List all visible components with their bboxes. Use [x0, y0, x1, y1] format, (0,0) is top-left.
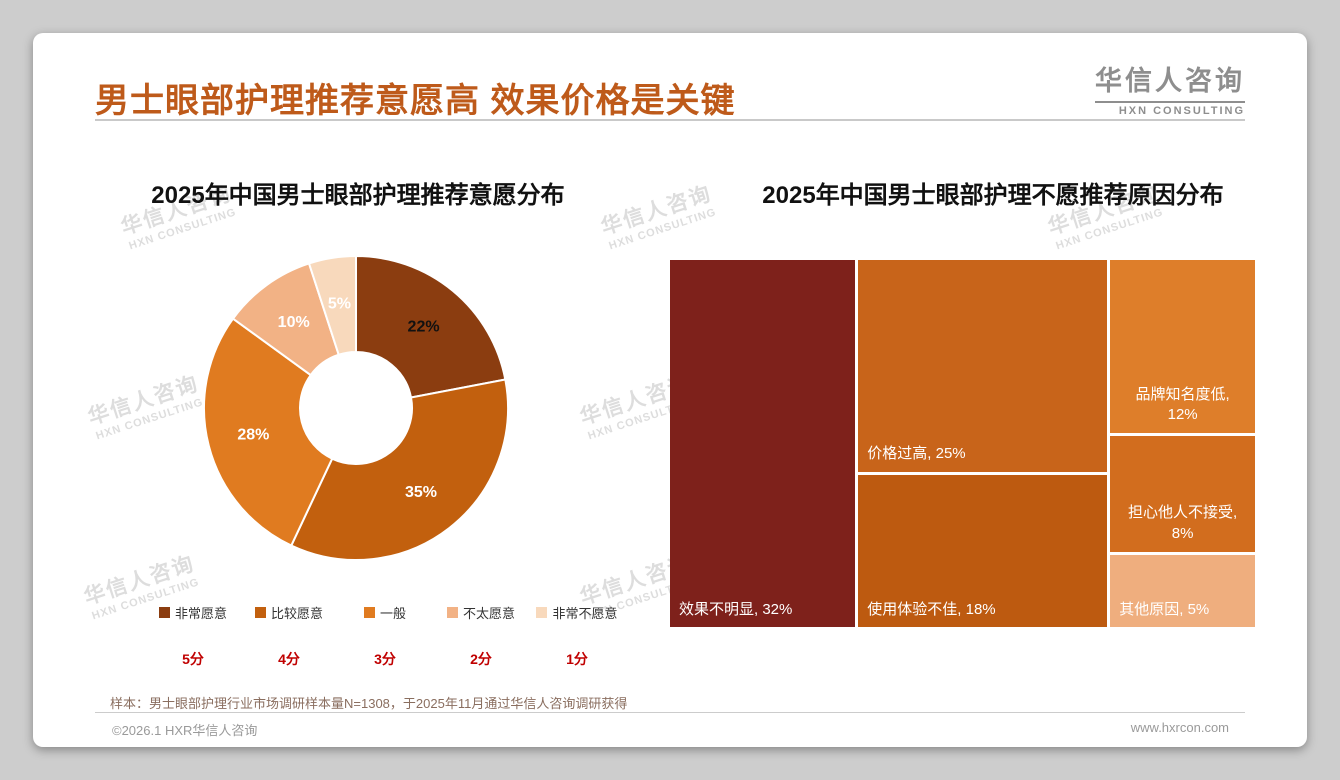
treemap-column-2: 价格过高, 25% 使用体验不佳, 18%: [858, 260, 1108, 627]
legend-label: 非常愿意: [174, 606, 227, 621]
website-text: www.hxrcon.com: [1130, 720, 1229, 735]
watermark-subtext: HXN CONSULTING: [127, 206, 238, 253]
treemap-label-line: 12%: [1167, 406, 1198, 424]
score-label: 4分: [278, 651, 300, 667]
legend-label: 非常不愿意: [552, 606, 618, 621]
donut-slice-一般: [203, 317, 334, 547]
watermark-subtext: HXN CONSULTING: [1054, 206, 1165, 253]
treemap-cell-效果不明显: 效果不明显, 32%: [670, 260, 856, 627]
treemap-column-1: 效果不明显, 32%: [670, 260, 856, 627]
legend-swatch-icon: [158, 607, 170, 618]
legend-item-非常不愿意: 非常不愿意: [536, 603, 618, 622]
brand-logo-subtitle: HXN CONSULTING: [1095, 101, 1245, 117]
donut-legend: 非常愿意 比较愿意 一般 不太愿意 非常不愿意 5分 4分 3分 2分 1分: [145, 603, 625, 669]
title-divider: [95, 119, 1245, 121]
brand-logo: 华信人咨询 HXN CONSULTING: [1095, 59, 1245, 117]
donut-chart-title: 2025年中国男士眼部护理推荐意愿分布: [151, 182, 565, 209]
score-label: 5分: [182, 651, 204, 667]
legend-label: 不太愿意: [462, 606, 515, 621]
legend-item-比较愿意: 比较愿意: [254, 603, 323, 622]
treemap-cell-其他原因: 其他原因, 5%: [1110, 554, 1255, 627]
treemap-chart: 效果不明显, 32% 价格过高, 25% 使用体验不佳, 18% 品牌知名度低, 12%…: [670, 260, 1255, 627]
treemap-cell-使用体验不佳: 使用体验不佳, 18%: [858, 474, 1108, 627]
slide-card: 华信人咨询 HXN CONSULTING 华信人咨询 HXN CONSULTING 华信…: [33, 33, 1307, 747]
donut-value-label: 22%: [408, 318, 440, 335]
treemap-cell-品牌知名度低: 品牌知名度低, 12%: [1110, 260, 1255, 434]
donut-value-label: 28%: [237, 426, 269, 443]
legend-label: 一般: [379, 606, 406, 621]
treemap-cell-label: 效果不明显, 32%: [679, 600, 793, 618]
watermark-subtext: HXN CONSULTING: [94, 396, 205, 443]
donut-slice-非常愿意: [355, 254, 507, 399]
treemap-cell-价格过高: 价格过高, 25%: [858, 260, 1108, 472]
treemap-label-line: 担心他人不接受,: [1128, 504, 1238, 522]
treemap-label-line: 8%: [1171, 524, 1194, 542]
legend-item-不太愿意: 不太愿意: [446, 603, 515, 622]
copyright-text: ©2026.1 HXR华信人咨询: [112, 723, 258, 738]
footer-divider: [95, 712, 1245, 713]
legend-item-非常愿意: 非常愿意: [158, 603, 227, 622]
donut-slice-比较愿意: [289, 378, 509, 561]
legend-swatch-icon: [254, 607, 266, 618]
legend-swatch-icon: [363, 607, 375, 618]
legend-item-一般: 一般: [363, 603, 406, 622]
treemap-cell-label: 其他原因, 5%: [1119, 600, 1210, 618]
treemap-label-line: 品牌知名度低,: [1135, 385, 1230, 403]
legend-swatch-icon: [446, 607, 458, 618]
donut-value-label: 35%: [405, 484, 437, 501]
treemap-cell-label: 品牌知名度低, 12%: [1110, 385, 1255, 426]
watermark-text: 华信人咨询: [85, 372, 202, 430]
donut-slice-非常不愿意: [307, 254, 357, 357]
treemap-cell-担心他人不接受: 担心他人不接受, 8%: [1110, 436, 1255, 552]
donut-value-label: 5%: [328, 295, 351, 312]
score-label: 3分: [374, 651, 396, 667]
watermark-subtext: HXN CONSULTING: [607, 206, 718, 253]
brand-logo-name: 华信人咨询: [1095, 66, 1245, 96]
donut-chart: 22% 35% 28% 10% 5%: [203, 254, 509, 561]
treemap-cell-label: 担心他人不接受, 8%: [1110, 503, 1255, 544]
treemap-chart-title: 2025年中国男士眼部护理不愿推荐原因分布: [762, 182, 1224, 209]
score-label: 2分: [470, 651, 492, 667]
donut-value-label: 10%: [278, 314, 310, 331]
legend-swatch-icon: [536, 607, 548, 618]
treemap-cell-label: 使用体验不佳, 18%: [867, 600, 996, 618]
treemap-cell-label: 价格过高, 25%: [867, 445, 966, 463]
legend-label: 比较愿意: [270, 606, 323, 621]
treemap-column-3: 品牌知名度低, 12% 担心他人不接受, 8% 其他原因, 5%: [1110, 260, 1255, 627]
sample-note: 样本：男士眼部护理行业市场调研样本量N=1308，于2025年11月通过华信人咨…: [110, 696, 628, 711]
score-label: 1分: [566, 651, 588, 667]
page-title: 男士眼部护理推荐意愿高 效果价格是关键: [95, 82, 736, 120]
watermark-text: 华信人咨询: [81, 552, 198, 610]
